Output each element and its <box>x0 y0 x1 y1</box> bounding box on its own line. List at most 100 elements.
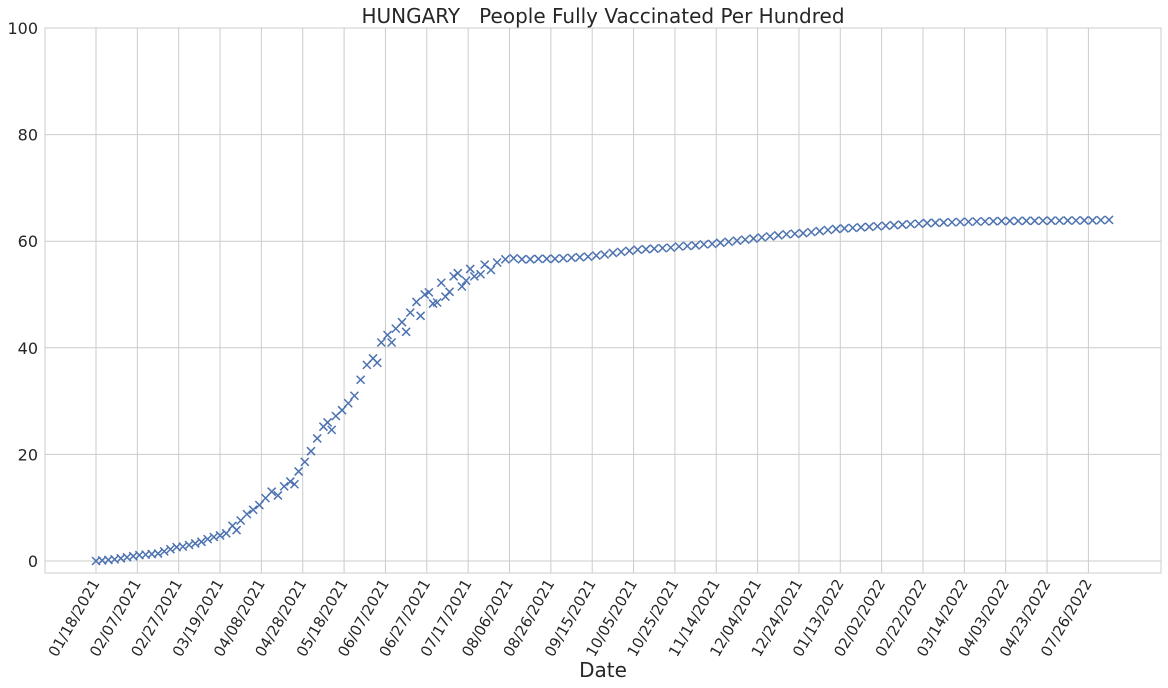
data-point-marker <box>600 249 610 260</box>
data-point-marker <box>773 230 783 240</box>
data-point-marker <box>232 525 242 535</box>
data-point-marker <box>397 317 407 327</box>
data-point-marker <box>349 391 359 401</box>
data-point-marker <box>889 220 899 230</box>
data-point-marker <box>279 481 289 491</box>
data-point-marker <box>897 220 907 230</box>
data-point-marker <box>312 433 322 443</box>
data-point-marker <box>550 254 560 264</box>
data-point-marker <box>509 253 519 263</box>
data-point-marker <box>715 238 725 248</box>
data-point-marker <box>782 229 792 239</box>
data-point-marker <box>939 218 949 228</box>
data-point-marker <box>465 264 475 274</box>
data-point-marker <box>914 219 924 229</box>
data-point-marker <box>405 308 415 318</box>
data-point-marker <box>798 228 808 238</box>
data-point-marker <box>159 546 169 556</box>
x-axis-ticks: 01/18/202102/07/202102/27/202103/19/2021… <box>45 576 1096 660</box>
data-point-marker <box>285 477 295 487</box>
data-point-marker <box>831 224 841 234</box>
data-point-marker <box>376 337 386 348</box>
y-tick-label: 100 <box>7 19 38 38</box>
data-point-marker <box>881 221 891 231</box>
data-point-marker <box>666 243 676 253</box>
data-point-marker <box>649 244 659 254</box>
data-point-marker <box>242 509 252 519</box>
data-point-marker <box>356 375 366 385</box>
data-point-marker <box>1104 215 1114 225</box>
data-point-marker <box>583 252 593 262</box>
data-point-marker <box>424 287 434 297</box>
y-tick-label: 40 <box>18 339 38 358</box>
data-point-marker <box>453 268 463 278</box>
y-tick-label: 20 <box>18 445 38 464</box>
data-point-marker <box>657 243 668 253</box>
data-point-marker <box>674 241 684 252</box>
data-point-marker <box>558 253 568 263</box>
data-point-marker <box>980 216 990 226</box>
data-point-marker <box>1013 216 1023 226</box>
data-point-marker <box>608 248 618 258</box>
data-point-marker <box>432 297 442 308</box>
data-point-marker <box>1071 215 1081 226</box>
data-point-marker <box>525 254 535 264</box>
data-point-marker <box>1046 216 1056 226</box>
data-point-marker <box>196 537 206 547</box>
data-point-marker <box>823 225 833 235</box>
data-point-marker <box>289 479 300 489</box>
data-points <box>91 215 1114 566</box>
data-point-marker <box>848 223 858 233</box>
data-point-marker <box>806 227 816 237</box>
data-point-marker <box>790 229 800 239</box>
data-point-marker <box>922 218 932 228</box>
data-point-marker <box>300 457 310 467</box>
data-point-marker <box>1088 215 1098 225</box>
data-point-marker <box>815 226 825 236</box>
data-point-marker <box>517 254 527 264</box>
data-point-marker <box>748 234 758 244</box>
data-point-marker <box>533 254 543 264</box>
data-point-marker <box>267 487 277 497</box>
gridlines <box>45 27 1161 573</box>
data-point-marker <box>988 216 998 226</box>
data-point-marker <box>963 217 974 227</box>
data-point-marker <box>691 240 701 250</box>
y-tick-label: 60 <box>18 232 38 251</box>
data-point-marker <box>575 252 585 262</box>
data-point-marker <box>215 530 225 540</box>
data-point-marker <box>221 528 231 538</box>
data-point-marker <box>682 241 692 251</box>
y-axis-ticks: 0 20 40 60 80 100 <box>7 19 38 571</box>
data-point-marker <box>436 278 446 288</box>
data-point-marker <box>765 231 775 241</box>
data-point-marker <box>476 269 486 279</box>
data-point-marker <box>906 219 916 229</box>
data-point-marker <box>732 236 742 246</box>
data-point-marker <box>1063 216 1073 226</box>
data-point-marker <box>1005 216 1015 226</box>
data-point-marker <box>1038 216 1048 226</box>
data-point-marker <box>248 505 258 515</box>
data-point-marker <box>1079 215 1089 225</box>
data-point-marker <box>591 251 601 261</box>
data-point-marker <box>930 218 940 228</box>
data-point-marker <box>327 425 337 435</box>
data-point-marker <box>382 330 393 340</box>
data-point-marker <box>372 358 382 368</box>
data-point-marker <box>411 297 421 307</box>
data-point-marker <box>972 216 982 227</box>
data-point-marker <box>323 417 333 427</box>
data-point-marker <box>947 217 957 227</box>
data-point-marker <box>955 217 965 227</box>
data-point-marker <box>616 247 626 257</box>
data-point-marker <box>872 221 883 231</box>
x-axis-label: Date <box>579 658 627 682</box>
data-point-marker <box>724 237 734 247</box>
chart-title: HUNGARY People Fully Vaccinated Per Hund… <box>361 4 845 28</box>
data-point-marker <box>633 245 643 255</box>
data-point-marker <box>203 534 213 544</box>
data-point-marker <box>641 244 651 254</box>
data-point-marker <box>839 223 849 233</box>
data-point-marker <box>306 446 316 456</box>
